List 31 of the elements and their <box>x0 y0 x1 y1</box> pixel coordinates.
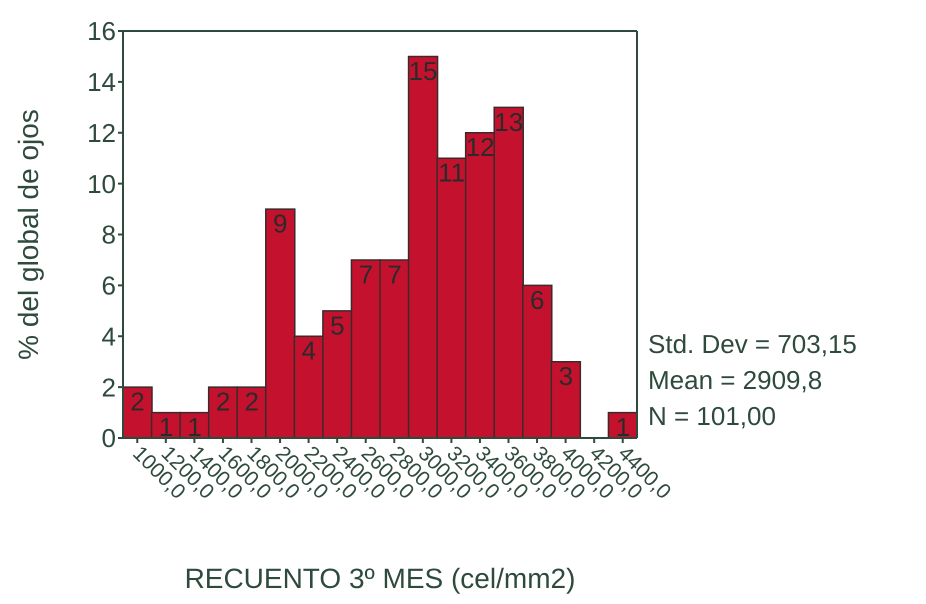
data-label: 12 <box>466 132 495 162</box>
y-tick-label: 12 <box>87 118 116 148</box>
data-label: 7 <box>387 259 402 290</box>
y-tick-label: 2 <box>102 372 116 402</box>
y-tick-label: 8 <box>102 220 116 250</box>
text: Std. Dev = 703,15 <box>648 328 857 361</box>
y-tick-label: 4 <box>102 321 116 352</box>
data-label: 6 <box>530 284 545 315</box>
y-tick-label: 0 <box>102 423 116 454</box>
data-label: 5 <box>330 310 345 340</box>
data-label: 1 <box>158 412 174 442</box>
data-label: 2 <box>130 386 145 417</box>
data-label: 3 <box>558 361 574 392</box>
text: N = 101,00 <box>648 400 777 433</box>
data-label: 15 <box>408 56 438 86</box>
y-axis-title: % del global de ojos <box>12 109 44 360</box>
y-tick-label: 6 <box>102 270 116 301</box>
data-label: 1 <box>616 412 630 442</box>
data-label: 4 <box>302 336 316 366</box>
data-label: 7 <box>358 259 374 290</box>
text: Mean = 2909,8 <box>648 364 824 397</box>
data-label: 11 <box>438 158 466 188</box>
data-label: 2 <box>216 386 230 417</box>
y-tick-label: 16 <box>87 16 116 46</box>
data-label: 1 <box>187 412 202 442</box>
y-tick-label: 14 <box>87 67 116 98</box>
data-label: 2 <box>244 386 259 417</box>
y-tick-label: 10 <box>87 168 116 199</box>
x-axis-title: RECUENTO 3º MES (cel/mm2) <box>184 563 576 594</box>
data-label: 9 <box>273 208 288 239</box>
data-label: 13 <box>494 106 524 137</box>
